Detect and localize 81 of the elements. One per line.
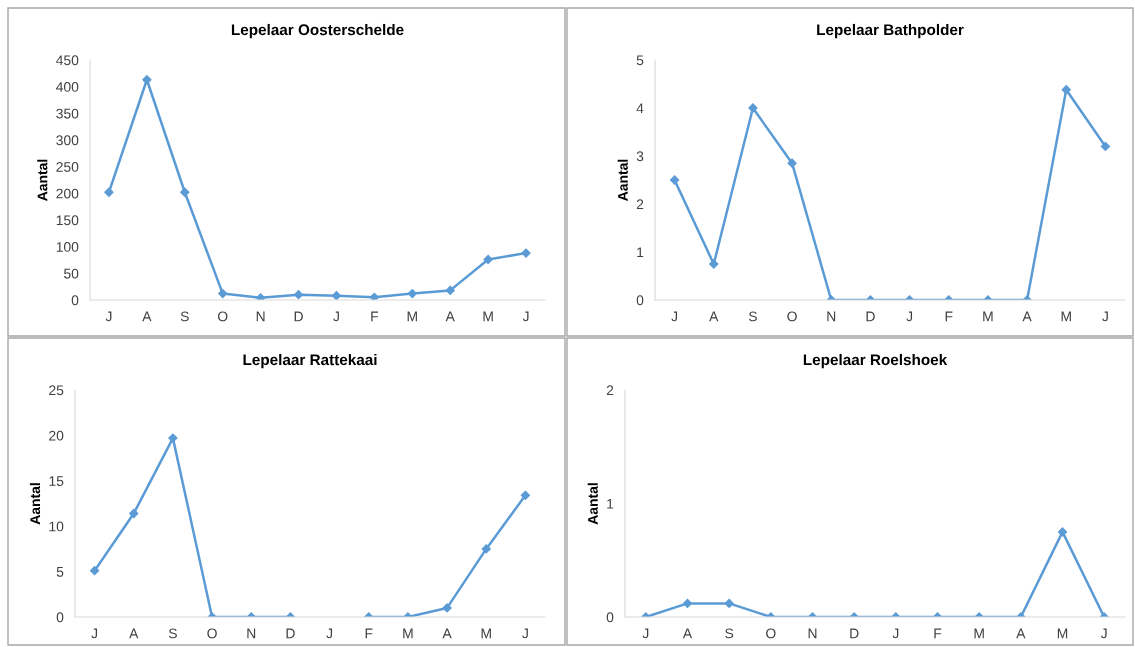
y-axis-title: Aantal — [29, 483, 41, 525]
y-tick-label: 200 — [56, 188, 79, 199]
x-tick-label: A — [682, 628, 693, 639]
x-tick-label: J — [1100, 628, 1107, 639]
y-tick-label: 20 — [49, 430, 64, 441]
x-tick-label: S — [168, 628, 177, 639]
x-tick-label: S — [748, 311, 757, 322]
y-tick-label: 3 — [636, 151, 644, 162]
y-tick-label: 1 — [607, 498, 614, 509]
x-tick-label: S — [725, 628, 734, 639]
y-tick-label: 0 — [636, 295, 644, 306]
x-tick-label: J — [671, 311, 678, 322]
x-tick-label: F — [934, 628, 942, 639]
x-tick-label: J — [105, 311, 112, 322]
x-tick-label: M — [983, 311, 993, 322]
x-tick-label: M — [407, 311, 417, 322]
x-tick-label: A — [129, 628, 139, 639]
y-tick-label: 350 — [56, 108, 79, 119]
y-tick-label: 250 — [56, 162, 79, 172]
x-tick-label: M — [1061, 311, 1071, 322]
x-tick-label: N — [247, 628, 256, 639]
x-tick-label: J — [522, 628, 528, 639]
x-tick-label: D — [286, 628, 295, 639]
y-tick-label: 2 — [606, 385, 614, 396]
y-tick-label: 5 — [636, 55, 644, 66]
y-tick-label: 0 — [71, 295, 79, 306]
y-tick-label: 25 — [49, 385, 64, 396]
chart-title: Lepelaar Rattekaai — [243, 353, 377, 369]
x-tick-label: O — [217, 311, 228, 322]
x-tick-label: F — [365, 628, 373, 639]
y-tick-label: 15 — [49, 476, 64, 486]
y-tick-label: 300 — [56, 135, 79, 146]
x-tick-label: S — [180, 311, 189, 322]
y-tick-label: 0 — [56, 612, 64, 623]
x-tick-label: D — [850, 628, 859, 639]
x-tick-label: M — [974, 628, 984, 639]
x-tick-label: F — [945, 311, 953, 322]
x-tick-label: M — [403, 628, 413, 639]
x-tick-label: J — [642, 628, 649, 639]
x-tick-label: O — [207, 628, 217, 639]
x-tick-label: A — [442, 628, 452, 639]
x-tick-label: M — [1057, 628, 1068, 639]
x-tick-label: J — [326, 628, 333, 639]
chart-title: Lepelaar Bathpolder — [817, 23, 964, 39]
x-tick-label: J — [892, 628, 899, 639]
x-tick-label: N — [256, 311, 265, 322]
x-tick-label: A — [142, 311, 152, 322]
chart-title: Lepelaar Roelshoek — [803, 353, 948, 369]
chart-title: Lepelaar Oosterschelde — [231, 23, 404, 39]
y-axis-title: Aantal — [587, 483, 598, 525]
x-tick-label: A — [445, 311, 455, 322]
x-tick-label: J — [522, 311, 529, 322]
x-tick-label: M — [483, 311, 493, 322]
x-tick-label: N — [827, 311, 836, 322]
y-tick-label: 2 — [636, 199, 644, 210]
x-tick-label: F — [371, 311, 379, 322]
y-tick-label: 5 — [56, 567, 64, 577]
y-tick-label: 450 — [56, 55, 79, 66]
x-tick-label: A — [709, 311, 719, 322]
x-tick-label: J — [906, 311, 913, 322]
x-tick-label: D — [866, 311, 875, 322]
x-tick-label: O — [787, 311, 797, 322]
x-tick-label: J — [91, 628, 98, 639]
x-tick-label: A — [1022, 311, 1032, 322]
y-tick-label: 4 — [636, 103, 644, 114]
y-tick-label: 150 — [56, 215, 79, 226]
x-tick-label: J — [1102, 311, 1108, 322]
y-tick-label: 1 — [637, 247, 644, 258]
y-axis-title: Aantal — [37, 159, 48, 201]
y-tick-label: 100 — [56, 242, 79, 252]
y-tick-label: 400 — [56, 82, 79, 92]
x-tick-label: D — [294, 311, 303, 322]
x-tick-label: J — [333, 311, 339, 322]
y-tick-label: 0 — [606, 612, 614, 623]
y-tick-label: 50 — [64, 268, 79, 279]
x-tick-label: N — [808, 628, 817, 639]
x-tick-label: M — [481, 628, 491, 639]
y-axis-title: Aantal — [617, 159, 628, 201]
x-tick-label: O — [766, 628, 776, 639]
x-tick-label: A — [1016, 628, 1026, 639]
y-tick-label: 10 — [49, 521, 64, 532]
